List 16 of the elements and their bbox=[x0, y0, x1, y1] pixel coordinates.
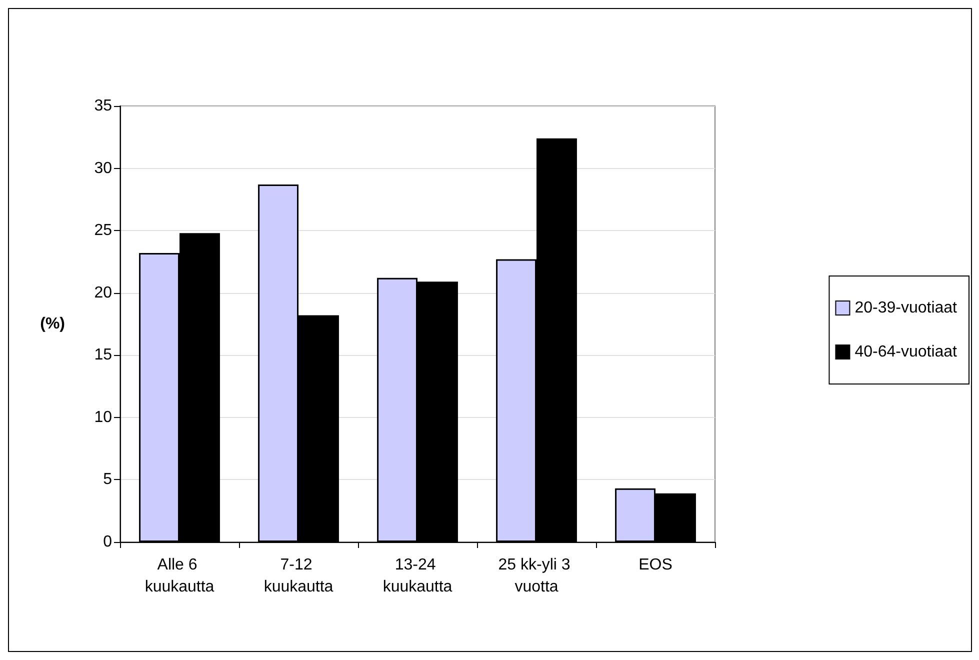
x-tick-label: 7-12 kuukautta bbox=[264, 556, 334, 596]
y-tick-label: 5 bbox=[103, 471, 112, 488]
y-tick-label: 25 bbox=[94, 222, 112, 240]
y-tick-label: 30 bbox=[94, 160, 112, 177]
legend-label: 20-39-vuotiaat bbox=[854, 300, 958, 316]
y-tick-label: 10 bbox=[94, 408, 112, 426]
y-tick-label: 35 bbox=[94, 98, 112, 114]
y-tick-label: 0 bbox=[103, 534, 112, 550]
y-tick-label: 20 bbox=[94, 284, 112, 302]
x-tick-label: Alle 6 kuukautta bbox=[144, 556, 214, 596]
y-axis-title: (%) bbox=[40, 316, 65, 332]
x-tick-label: EOS bbox=[638, 556, 672, 574]
x-tick-label: 25 kk-yli 3 vuotta bbox=[498, 556, 575, 596]
y-tick-label: 15 bbox=[94, 346, 112, 364]
x-tick-label: 13-24 kuukautta bbox=[382, 556, 452, 596]
legend-label: 40-64-vuotiaat bbox=[854, 344, 958, 360]
